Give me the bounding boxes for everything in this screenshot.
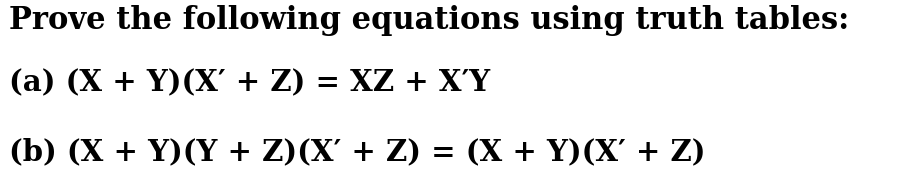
Text: Prove the following equations using truth tables:: Prove the following equations using trut… [9, 5, 849, 36]
Text: (a) (X + Y)(X′ + Z) = XZ + X′Y: (a) (X + Y)(X′ + Z) = XZ + X′Y [9, 69, 490, 98]
Text: (b) (X + Y)(Y + Z)(X′ + Z) = (X + Y)(X′ + Z): (b) (X + Y)(Y + Z)(X′ + Z) = (X + Y)(X′ … [9, 138, 706, 167]
